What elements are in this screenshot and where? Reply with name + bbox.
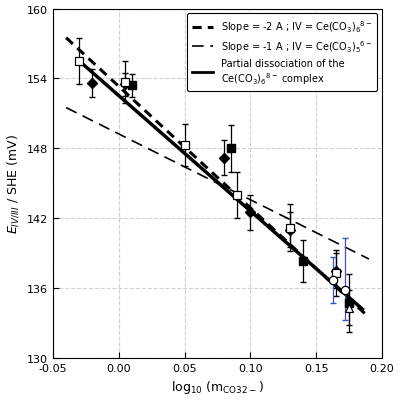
Legend: Slope = -2 A ; IV = Ce(CO$_3$)$_6$$^{8-}$, Slope = -1 A ; IV = Ce(CO$_3$)$_5$$^{: Slope = -2 A ; IV = Ce(CO$_3$)$_6$$^{8-}…	[187, 14, 377, 91]
X-axis label: log$_{10}$ (m$_{\mathregular{CO32-}}$): log$_{10}$ (m$_{\mathregular{CO32-}}$)	[171, 379, 264, 395]
Y-axis label: $E_{IV/III}$ / SHE (mV): $E_{IV/III}$ / SHE (mV)	[6, 134, 21, 234]
